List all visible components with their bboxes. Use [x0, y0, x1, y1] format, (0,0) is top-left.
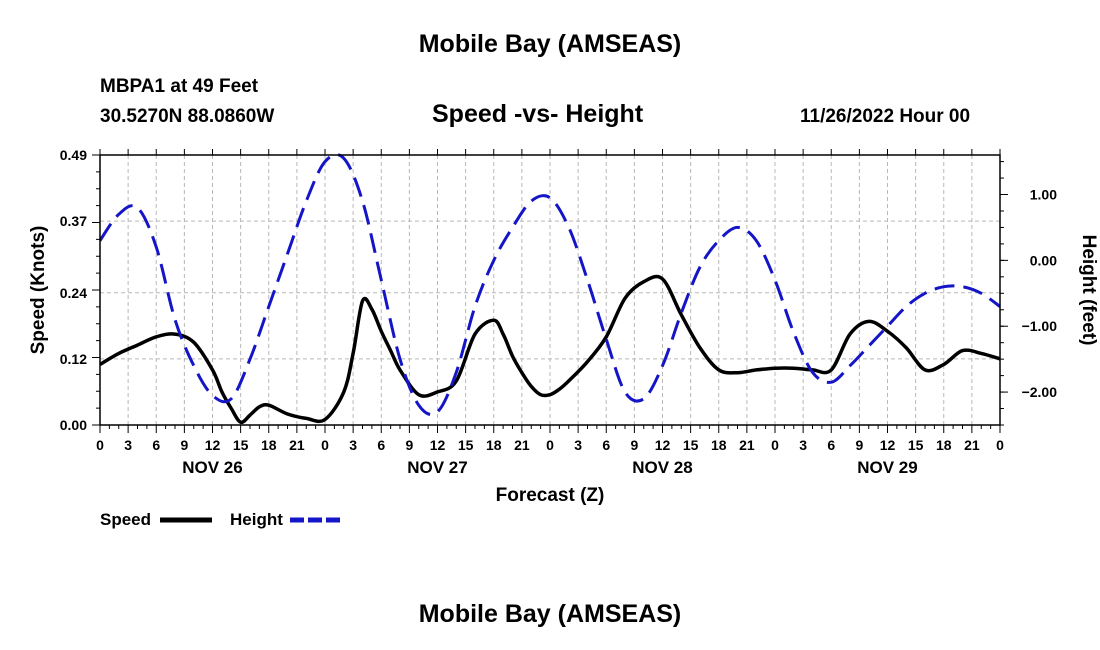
x-tick-label: 21 — [739, 437, 755, 453]
y2-tick-label: −1.00 — [1022, 318, 1058, 334]
x-tick-label: 15 — [683, 437, 699, 453]
speed-series-line — [99, 274, 1001, 425]
chart-title: Mobile Bay (AMSEAS) — [418, 30, 682, 58]
x-tick-label: 9 — [630, 437, 638, 453]
x-tick-label: 12 — [205, 437, 221, 453]
legend-label-height: Height — [230, 510, 283, 529]
x-tick-label: 15 — [233, 437, 249, 453]
coordinates-label: 30.5270N 88.0860W — [100, 106, 275, 127]
y2-axis-title: Height (feet) — [1078, 235, 1099, 346]
x-tick-label: 12 — [655, 437, 671, 453]
x-tick-label: 12 — [430, 437, 446, 453]
legend-label-speed: Speed — [100, 510, 151, 529]
chart-subtitle: Speed -vs- Height — [432, 100, 644, 128]
x-tick-label: 15 — [908, 437, 924, 453]
x-tick-label: 9 — [855, 437, 863, 453]
y-tick-label: 0.12 — [60, 351, 87, 367]
y-tick-label: 0.00 — [60, 417, 87, 433]
y-axis-title: Speed (Knots) — [28, 226, 49, 355]
y-tick-label: 0.37 — [60, 213, 87, 229]
x-tick-label: 0 — [546, 437, 554, 453]
station-label: MBPA1 at 49 Feet — [100, 76, 259, 97]
height-series-line — [98, 153, 1001, 416]
x-tick-label: 3 — [349, 437, 357, 453]
x-tick-label: 6 — [152, 437, 160, 453]
x-tick-label: 18 — [711, 437, 727, 453]
x-tick-label: 6 — [602, 437, 610, 453]
x-tick-label: 18 — [486, 437, 502, 453]
x-tick-label: 3 — [799, 437, 807, 453]
x-tick-label: 15 — [458, 437, 474, 453]
x-tick-label: 18 — [936, 437, 952, 453]
x-tick-label: 18 — [261, 437, 277, 453]
footer-title: Mobile Bay (AMSEAS) — [418, 600, 682, 628]
x-tick-label: 6 — [377, 437, 385, 453]
forecast-datetime: 11/26/2022 Hour 00 — [800, 106, 971, 127]
y-tick-label: 0.24 — [60, 285, 87, 301]
x-day-label: NOV 28 — [632, 458, 692, 477]
x-tick-label: 9 — [405, 437, 413, 453]
x-tick-label: 21 — [514, 437, 530, 453]
x-tick-label: 0 — [771, 437, 779, 453]
x-tick-label: 0 — [996, 437, 1004, 453]
x-day-label: NOV 27 — [407, 458, 467, 477]
x-tick-label: 21 — [289, 437, 305, 453]
x-day-label: NOV 29 — [857, 458, 917, 477]
x-tick-label: 9 — [180, 437, 188, 453]
y2-tick-label: 0.00 — [1030, 252, 1057, 268]
x-tick-label: 6 — [827, 437, 835, 453]
x-tick-label: 0 — [96, 437, 104, 453]
x-tick-label: 3 — [124, 437, 132, 453]
x-axis-title: Forecast (Z) — [496, 485, 605, 506]
y2-tick-label: 1.00 — [1030, 187, 1057, 203]
y-tick-label: 0.49 — [60, 147, 87, 163]
x-tick-label: 12 — [880, 437, 896, 453]
x-tick-label: 21 — [964, 437, 980, 453]
y2-tick-label: −2.00 — [1022, 384, 1058, 400]
x-day-label: NOV 26 — [182, 458, 242, 477]
x-tick-label: 3 — [574, 437, 582, 453]
x-tick-label: 0 — [321, 437, 329, 453]
